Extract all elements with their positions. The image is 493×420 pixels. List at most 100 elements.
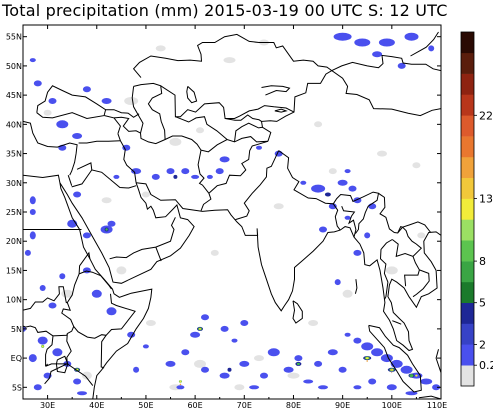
border-34 [78,270,112,290]
border-11 [235,150,280,221]
colorbar-label: 13 [479,193,493,206]
precip-patch [72,133,83,139]
precip-patch [240,320,249,326]
colorbar-swatch [461,198,474,220]
lon-tick-label: 90E [335,401,350,410]
lat-tick-label: 55N [6,33,22,42]
border-5 [109,217,176,260]
lon-tick-label: 60E [187,401,202,410]
border-21 [392,320,402,325]
precip-patch [344,215,351,220]
coastline-12 [274,108,288,113]
colorbar-swatch [461,32,474,54]
precip-patch [283,366,294,373]
precip-patch [300,180,307,185]
border-39 [66,333,94,386]
lat-tick-label: 20N [6,237,22,246]
precip-patch [385,266,398,275]
precip-patch [342,289,353,298]
precip-patch [179,383,182,386]
precip-patch [267,348,280,357]
border-37 [100,335,107,369]
precip-patch [287,372,300,379]
colorbar-swatch [461,323,474,345]
precip-patch [314,121,323,128]
precip-patch [353,337,362,344]
precip-patch [417,232,426,239]
coastline-6 [23,174,153,399]
precip-patch [234,384,245,391]
colorbar-swatch [461,115,474,137]
border-23 [331,54,441,72]
colorbar-swatch [461,240,474,262]
coastline-layer [23,31,441,399]
coastline-0 [59,182,195,284]
precip-patch [141,191,150,198]
precip-patch [344,332,351,337]
lon-tick-label: 80E [286,401,301,410]
precip-patch [181,349,190,356]
precip-patch [28,354,37,363]
lon-tick-label: 110E [427,401,447,410]
lon-tick-label: 40E [89,401,104,410]
colorbar-label: 22 [479,109,493,122]
precip-patch [105,228,108,231]
colorbar-swatch [461,94,474,116]
lon-tick-label: 50E [138,401,153,410]
precip-patch [145,320,156,326]
precip-patch [101,197,112,204]
precip-patch [215,168,224,175]
colorbar-swatch [461,52,474,74]
precip-patch [409,374,414,378]
precip-patch [220,325,229,332]
precip-patch [56,120,69,129]
precip-patch [327,349,338,356]
precip-patch [73,191,82,198]
precip-patch [420,378,433,385]
lat-tick-label: 5N [11,325,22,334]
precip-patch [391,372,393,374]
precip-patch [397,62,406,69]
precip-patch [404,32,419,41]
precip-patch [391,369,393,371]
border-4 [76,162,93,170]
precip-patch [328,203,337,210]
border-2 [104,115,121,134]
border-20 [412,269,430,298]
precip-patch [52,348,63,357]
border-26 [175,116,228,140]
lat-tick-label: 25N [6,208,22,217]
colorbar-swatch [461,156,474,178]
border-8 [164,135,202,151]
precip-patch [249,385,260,390]
precip-patch [116,266,127,275]
coastline-5 [435,349,441,373]
precip-patch [165,360,176,367]
precip-patch [151,173,160,180]
lat-tick-label: 40N [6,120,22,129]
border-1 [78,140,121,144]
border-33 [78,251,91,274]
colorbar-frame [460,31,475,387]
precip-patch [378,38,395,47]
precip-patch [368,378,377,385]
colorbar: 0.2 2 5 8 13 22 [460,31,493,387]
precip-patch [348,185,357,192]
axis-ticks: 30E 40E 50E 60E 70E 80E 90E 100E 110E 55N 50N 45N 40… [6,25,447,410]
precip-patch [48,98,57,104]
border-17 [391,239,420,287]
colorbar-label: 5 [479,297,486,310]
border-16 [379,239,393,300]
precip-patch [194,359,206,368]
precip-patch [308,320,319,326]
precip-patch [223,57,236,64]
precip-patch [59,273,66,280]
precip-patch [415,374,418,377]
precip-patch [43,109,52,116]
border-22 [260,70,441,142]
precip-patch [106,307,117,316]
precip-patch [29,196,36,205]
coastline-3 [368,324,422,393]
precip-patch [333,32,352,41]
